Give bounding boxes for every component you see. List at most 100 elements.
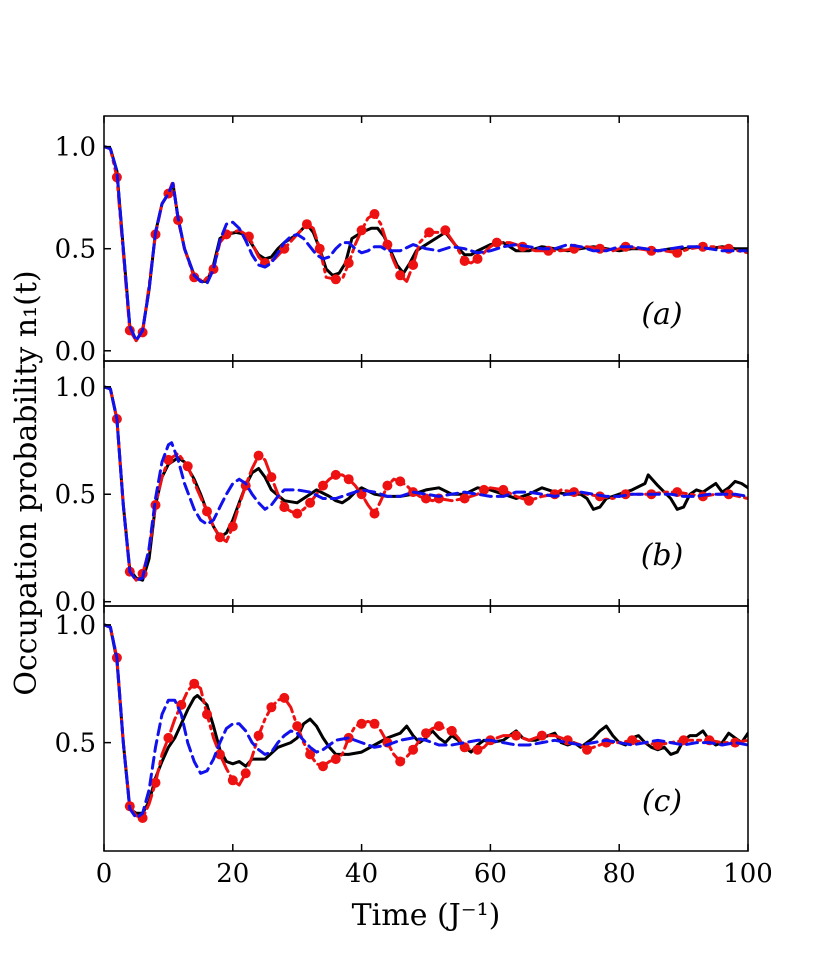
panel-b-marker [524, 495, 534, 506]
panel-b-marker [305, 497, 316, 508]
panel-c-marker [227, 775, 238, 786]
panel-a-y-tick-label: 0.5 [55, 235, 96, 265]
panel-b-marker [395, 476, 406, 487]
panel-c-y-tick-label: 0.5 [55, 729, 96, 759]
panel-c-marker [214, 749, 225, 760]
panel-b-marker [382, 480, 393, 491]
panel-b-marker [723, 489, 734, 500]
panel-c-marker [395, 756, 406, 767]
panel-c-frame [103, 605, 749, 852]
panel-a-marker [672, 247, 683, 258]
panel-c-marker [266, 702, 277, 713]
panel-a: 0.0 0.5 1.0 (a) [55, 115, 749, 367]
panel-b-marker [214, 532, 225, 543]
panel-c-marker [627, 735, 638, 746]
panel-b-marker [421, 493, 431, 504]
panel-c-marker [433, 721, 444, 732]
panel-b-blue-dashed-line [104, 385, 748, 582]
panel-c-marker [292, 721, 303, 732]
panel-b-marker [479, 484, 489, 495]
panel-b-marker [330, 469, 341, 480]
panel-a-ticks: 0.0 0.5 1.0 [55, 116, 749, 367]
x-tick-label: 0 [96, 859, 113, 889]
panel-a-marker [440, 225, 451, 236]
panel-c-marker [511, 730, 522, 741]
panel-a-marker [408, 260, 419, 270]
panel-a-marker [472, 253, 483, 264]
panel-a-marker [395, 270, 406, 281]
panel-b-y-tick-label: 0.5 [55, 480, 96, 510]
panel-b-marker [369, 508, 380, 519]
panel-b-ticks: 0.0 0.5 1.0 [55, 361, 749, 618]
panel-c-marker [446, 725, 457, 736]
panel-a-marker [330, 274, 341, 285]
panel-b-marker [498, 484, 509, 495]
panel-a-marker [382, 239, 393, 250]
x-axis-tick-labels: 0 20 40 60 80 100 [96, 859, 773, 889]
panel-c-marker [318, 761, 328, 772]
panel-c-marker [582, 744, 592, 755]
panel-b-y-tick-label: 1.0 [55, 373, 96, 403]
panel-c-marker [678, 735, 689, 746]
x-tick-label: 60 [474, 859, 507, 889]
panel-a-series [104, 145, 748, 343]
panel-b-marker [266, 472, 277, 483]
panel-c-marker [408, 744, 419, 755]
panel-b-marker [202, 506, 212, 517]
panel-b-marker [279, 502, 290, 513]
panel-a-marker [491, 237, 502, 248]
panel-tag-c: (c) [642, 784, 682, 819]
panel-c-marker [189, 678, 200, 689]
panel-b: 0.0 0.5 1.0 (b) [55, 360, 749, 618]
x-axis-label: Time (J⁻¹) [352, 898, 501, 933]
panel-c: 0.5 1.0 (c) [55, 605, 749, 852]
panel-a-marker [459, 256, 470, 266]
panel-b-marker [343, 474, 354, 485]
panel-b-marker [318, 480, 328, 491]
panel-c-marker [459, 742, 470, 753]
y-axis-label: Occupation probability n₁(t) [9, 270, 44, 695]
panel-b-marker [292, 508, 303, 519]
panel-c-blue-dashed-line [104, 623, 748, 820]
panel-b-series [104, 385, 748, 582]
panel-tag-b: (b) [641, 538, 684, 573]
panel-b-marker [163, 454, 174, 465]
panel-tag-a: (a) [641, 297, 682, 332]
x-tick-label: 100 [723, 859, 773, 889]
panel-a-marker [424, 227, 435, 238]
x-tick-label: 20 [216, 859, 249, 889]
panel-c-marker [369, 718, 380, 729]
panel-b-marker [227, 521, 238, 532]
panel-c-marker [202, 709, 212, 720]
panel-b-marker [459, 493, 470, 504]
panel-a-marker [343, 258, 354, 268]
panel-c-marker [279, 692, 290, 703]
panel-c-marker [163, 732, 174, 743]
panel-a-marker [369, 209, 380, 219]
panel-c-y-tick-label: 1.0 [55, 611, 96, 641]
panel-a-y-tick-label: 1.0 [55, 133, 96, 163]
panel-c-marker [356, 718, 367, 729]
panel-a-marker [301, 219, 312, 230]
panel-c-marker [150, 777, 161, 788]
panel-b-marker [253, 450, 264, 461]
panel-a-marker [356, 225, 367, 236]
panel-c-marker [730, 737, 741, 748]
panel-a-y-tick-label: 0.0 [55, 337, 96, 367]
panel-c-ticks: 0.5 1.0 [55, 606, 749, 851]
panel-c-marker [536, 730, 547, 741]
panel-c-marker [253, 730, 264, 741]
x-tick-label: 80 [603, 859, 636, 889]
panel-a-marker [314, 243, 325, 254]
panel-c-black-solid-line [104, 623, 748, 815]
panel-b-y-tick-label: 0.0 [55, 588, 96, 618]
panel-b-marker [182, 461, 193, 472]
panel-c-marker [421, 728, 431, 739]
panel-c-marker [240, 768, 251, 779]
panel-c-series [104, 623, 748, 823]
panel-c-marker [330, 754, 341, 765]
panel-c-marker [472, 744, 483, 755]
panel-c-marker [305, 749, 316, 760]
panel-c-marker [652, 740, 663, 750]
